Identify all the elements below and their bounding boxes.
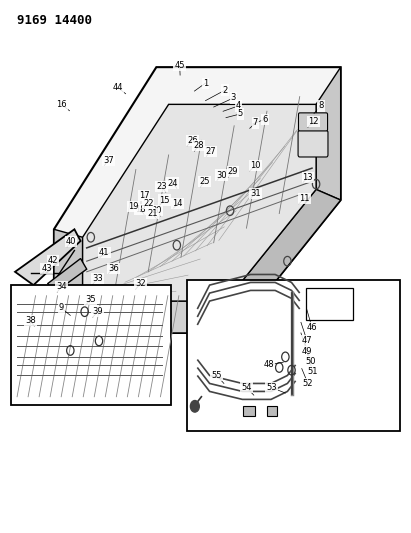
Text: 1: 1 [203,78,208,87]
Text: 39: 39 [92,307,103,316]
Text: 22: 22 [143,199,153,208]
Bar [187,280,400,431]
Text: 44: 44 [112,83,123,92]
Text: 27: 27 [205,147,216,156]
Text: 40: 40 [66,237,76,246]
Bar [306,288,353,320]
Polygon shape [72,312,152,333]
Text: 20: 20 [151,206,162,215]
Text: 28: 28 [193,141,204,150]
Text: 37: 37 [103,156,114,165]
Text: 4: 4 [236,101,241,110]
Polygon shape [56,312,154,333]
Text: 23: 23 [156,182,167,191]
Text: 26: 26 [187,136,198,145]
Polygon shape [226,189,341,333]
Circle shape [62,296,70,306]
Text: 3: 3 [231,93,236,102]
Text: 52: 52 [302,379,313,388]
Text: 21: 21 [147,209,157,218]
Text: 13: 13 [302,173,313,182]
Text: 10: 10 [250,161,261,170]
Text: 15: 15 [159,196,170,205]
Bar [267,406,277,416]
Circle shape [76,306,85,317]
Text: 12: 12 [308,117,319,126]
Text: 18: 18 [135,205,145,214]
Text: 11: 11 [299,194,310,203]
Polygon shape [54,229,83,333]
Text: 42: 42 [48,256,58,264]
Text: 31: 31 [250,189,261,198]
Circle shape [109,306,118,317]
Text: 9: 9 [59,303,64,312]
FancyBboxPatch shape [298,113,328,131]
Text: 9169 14400: 9169 14400 [17,14,92,27]
Text: 16: 16 [56,100,67,109]
Text: 55: 55 [211,371,222,380]
Polygon shape [83,104,316,301]
Bar [243,406,256,416]
Text: 8: 8 [319,101,324,110]
Text: 47: 47 [302,336,312,345]
Text: 14: 14 [172,199,183,208]
Text: 30: 30 [217,171,227,180]
Text: 6: 6 [262,115,268,124]
Text: 17: 17 [139,191,149,200]
Text: 7: 7 [253,118,258,127]
Circle shape [190,400,199,412]
Polygon shape [15,229,81,285]
Text: 51: 51 [307,367,318,376]
Polygon shape [48,259,87,293]
Text: 5: 5 [238,109,243,118]
Text: 25: 25 [199,177,210,186]
Text: 35: 35 [85,295,96,304]
Text: 46: 46 [307,323,317,332]
Polygon shape [316,67,341,200]
Text: 38: 38 [25,316,36,325]
Text: 33: 33 [92,274,103,283]
Text: 43: 43 [41,264,52,272]
Text: 24: 24 [167,179,178,188]
Text: 49: 49 [302,347,312,356]
Text: 29: 29 [228,167,238,176]
Text: 41: 41 [99,248,110,257]
Text: 36: 36 [108,264,119,272]
Text: 2: 2 [222,85,228,94]
Text: 50: 50 [305,357,316,366]
Text: 48: 48 [264,360,274,369]
Text: 53: 53 [267,383,277,392]
Polygon shape [54,67,341,333]
Text: 19: 19 [129,202,139,211]
Text: 54: 54 [241,383,252,392]
Text: 34: 34 [56,282,67,291]
Text: 32: 32 [136,279,146,288]
Text: 45: 45 [174,61,185,70]
FancyBboxPatch shape [298,131,328,157]
Polygon shape [54,301,234,333]
Bar [11,285,171,405]
